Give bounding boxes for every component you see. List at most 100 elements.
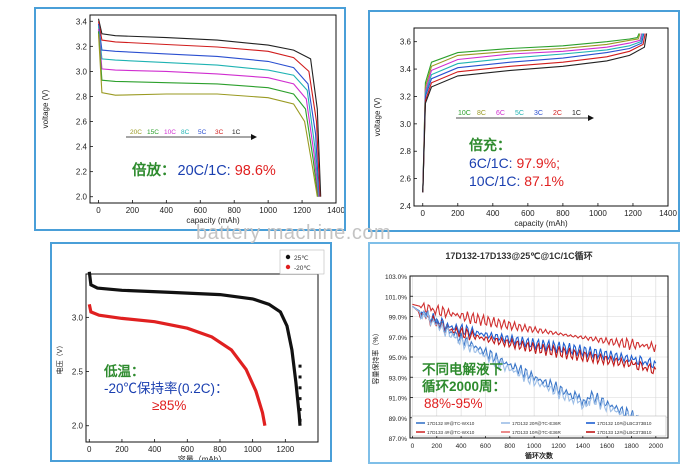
y-tick-label: 87.0% bbox=[389, 436, 408, 443]
y-axis-label: 容量保持率（%） bbox=[371, 329, 380, 384]
charge-annotation-value-1: 97.9%; bbox=[516, 155, 561, 171]
low-temp-annotation-text: -20℃保持率(0.2C)： bbox=[104, 381, 229, 396]
discharge-rate-chart: 0 200 400 600 800 1000 1200 1400 2.0 2.2 2.4 2.6 2.8… bbox=[41, 14, 344, 225]
series-line bbox=[97, 26, 320, 197]
legend-label: 10C bbox=[164, 129, 176, 136]
legend-label: 8C bbox=[477, 110, 486, 117]
plot-frame bbox=[413, 27, 669, 207]
cycle-annotation-label-1: 不同电解液下 bbox=[422, 362, 503, 377]
series-line bbox=[412, 305, 657, 434]
charge-annotation-text-2: 10C/1C: bbox=[469, 173, 521, 189]
cycle-annotation-value: 88%-95% bbox=[424, 396, 483, 411]
legend-label: 1C bbox=[232, 129, 241, 136]
cycle-life-chart: 0 200 400 600 800 1000 1200 1400 1600 1800 2000 103… bbox=[371, 250, 669, 460]
chart-title: 17D132-17D133@25℃@1C/1C循环 bbox=[445, 250, 592, 261]
legend-box bbox=[279, 249, 325, 275]
legend-label: 10C bbox=[458, 110, 471, 117]
x-tick-label: 600 bbox=[181, 445, 195, 454]
series-line bbox=[422, 33, 648, 193]
series-line bbox=[412, 305, 657, 369]
series-line bbox=[97, 23, 320, 197]
x-tick-label: 1000 bbox=[527, 443, 542, 450]
x-tick-label: 200 bbox=[115, 445, 129, 454]
series-line bbox=[97, 21, 321, 197]
x-tick-label: 800 bbox=[504, 443, 515, 450]
y-axis-label: voltage (V) bbox=[373, 97, 382, 136]
x-tick-label: 1000 bbox=[259, 206, 277, 215]
x-tick-label: 400 bbox=[160, 206, 174, 215]
series-line bbox=[87, 271, 302, 426]
low-temp-annotation-label: 低温： bbox=[104, 364, 145, 379]
discharge-rate-panel: 0 200 400 600 800 1000 1200 1400 2.0 2.2 2.4 2.6 2.8… bbox=[34, 7, 346, 231]
x-axis-label: capacity (mAh) bbox=[514, 219, 568, 228]
x-tick-label: 800 bbox=[556, 209, 570, 218]
y-tick-label: 2.6 bbox=[76, 118, 88, 127]
legend-label: 15C bbox=[147, 129, 159, 136]
y-tick-label: 2.6 bbox=[400, 175, 412, 184]
y-tick-label: 2.2 bbox=[76, 168, 88, 177]
legend-label: 17D133 4#@TC-WX10 bbox=[427, 430, 475, 435]
legend-label: 17D133 10#@TC-E36R bbox=[512, 430, 562, 435]
y-tick-label: 97.0% bbox=[389, 335, 408, 342]
discharge-annotation-text: 20C/1C: bbox=[177, 163, 231, 179]
y-axis-label: voltage (V) bbox=[41, 89, 50, 128]
y-tick-label: 101.0% bbox=[385, 294, 407, 301]
x-tick-label: 1200 bbox=[624, 209, 642, 218]
x-tick-label: 0 bbox=[87, 445, 92, 454]
legend-label: 3C bbox=[215, 129, 224, 136]
y-tick-label: 95.0% bbox=[389, 355, 408, 362]
series-line bbox=[97, 33, 318, 197]
cycle-annotation-label-2: 循环2000周： bbox=[422, 379, 507, 394]
x-tick-label: 600 bbox=[480, 443, 491, 450]
series-line bbox=[412, 305, 657, 375]
plot-frame bbox=[85, 273, 319, 443]
y-tick-label: 2.0 bbox=[76, 193, 88, 202]
series-line bbox=[97, 31, 319, 197]
series-line bbox=[412, 301, 657, 353]
series-tail-marker bbox=[298, 364, 302, 368]
x-tick-label: 200 bbox=[431, 443, 442, 450]
plot-frame bbox=[89, 14, 337, 204]
series-tail-marker bbox=[298, 407, 302, 411]
y-tick-label: 3.0 bbox=[72, 313, 84, 322]
series-line bbox=[422, 33, 646, 193]
series-tail-marker bbox=[298, 375, 302, 379]
legend-label: 5C bbox=[198, 129, 207, 136]
y-tick-label: 3.4 bbox=[400, 65, 412, 74]
legend-label: 5C bbox=[515, 110, 524, 117]
legend-label: 17D133 12#@LBC373B10 bbox=[597, 430, 652, 435]
x-tick-label: 600 bbox=[521, 209, 535, 218]
x-tick-label: 0 bbox=[96, 206, 101, 215]
y-tick-label: 2.4 bbox=[400, 202, 412, 211]
x-tick-label: 600 bbox=[194, 206, 208, 215]
watermark: battery machine.com bbox=[196, 222, 392, 244]
legend-label: 8C bbox=[181, 129, 190, 136]
y-tick-label: 3.6 bbox=[400, 38, 412, 47]
low-temp-annotation-value: ≥85% bbox=[152, 398, 187, 413]
x-tick-label: 200 bbox=[126, 206, 140, 215]
y-tick-label: 3.0 bbox=[76, 67, 88, 76]
y-axis-label: 电压（V） bbox=[55, 342, 64, 375]
legend-label: 3C bbox=[534, 110, 543, 117]
x-tick-label: 1400 bbox=[659, 209, 677, 218]
legend-arrow-head bbox=[251, 134, 257, 140]
y-tick-label: 93.0% bbox=[389, 375, 408, 382]
x-tick-label: 800 bbox=[228, 206, 242, 215]
series-line bbox=[97, 18, 322, 197]
y-tick-label: 3.2 bbox=[400, 92, 412, 101]
discharge-annotation-value: 98.6% bbox=[234, 163, 276, 179]
y-tick-label: 89.0% bbox=[389, 416, 408, 423]
y-tick-label: 103.0% bbox=[385, 274, 407, 281]
y-tick-label: 3.4 bbox=[76, 17, 88, 26]
discharge-annotation-label: 倍放： bbox=[132, 163, 176, 179]
x-tick-label: 400 bbox=[486, 209, 500, 218]
series-tail-marker bbox=[298, 386, 302, 390]
series-line bbox=[422, 33, 640, 193]
cycle-annotation: 不同电解液下 循环2000周： 88%-95% bbox=[422, 361, 506, 412]
x-tick-label: 400 bbox=[456, 443, 467, 450]
legend-label: 17D132 10#@LBC373B10 bbox=[597, 421, 652, 426]
legend-label: 17D132 20#@TC-E36R bbox=[512, 421, 562, 426]
legend-label: 25℃ bbox=[294, 255, 309, 262]
series-line bbox=[87, 303, 267, 426]
legend-box bbox=[411, 415, 667, 437]
